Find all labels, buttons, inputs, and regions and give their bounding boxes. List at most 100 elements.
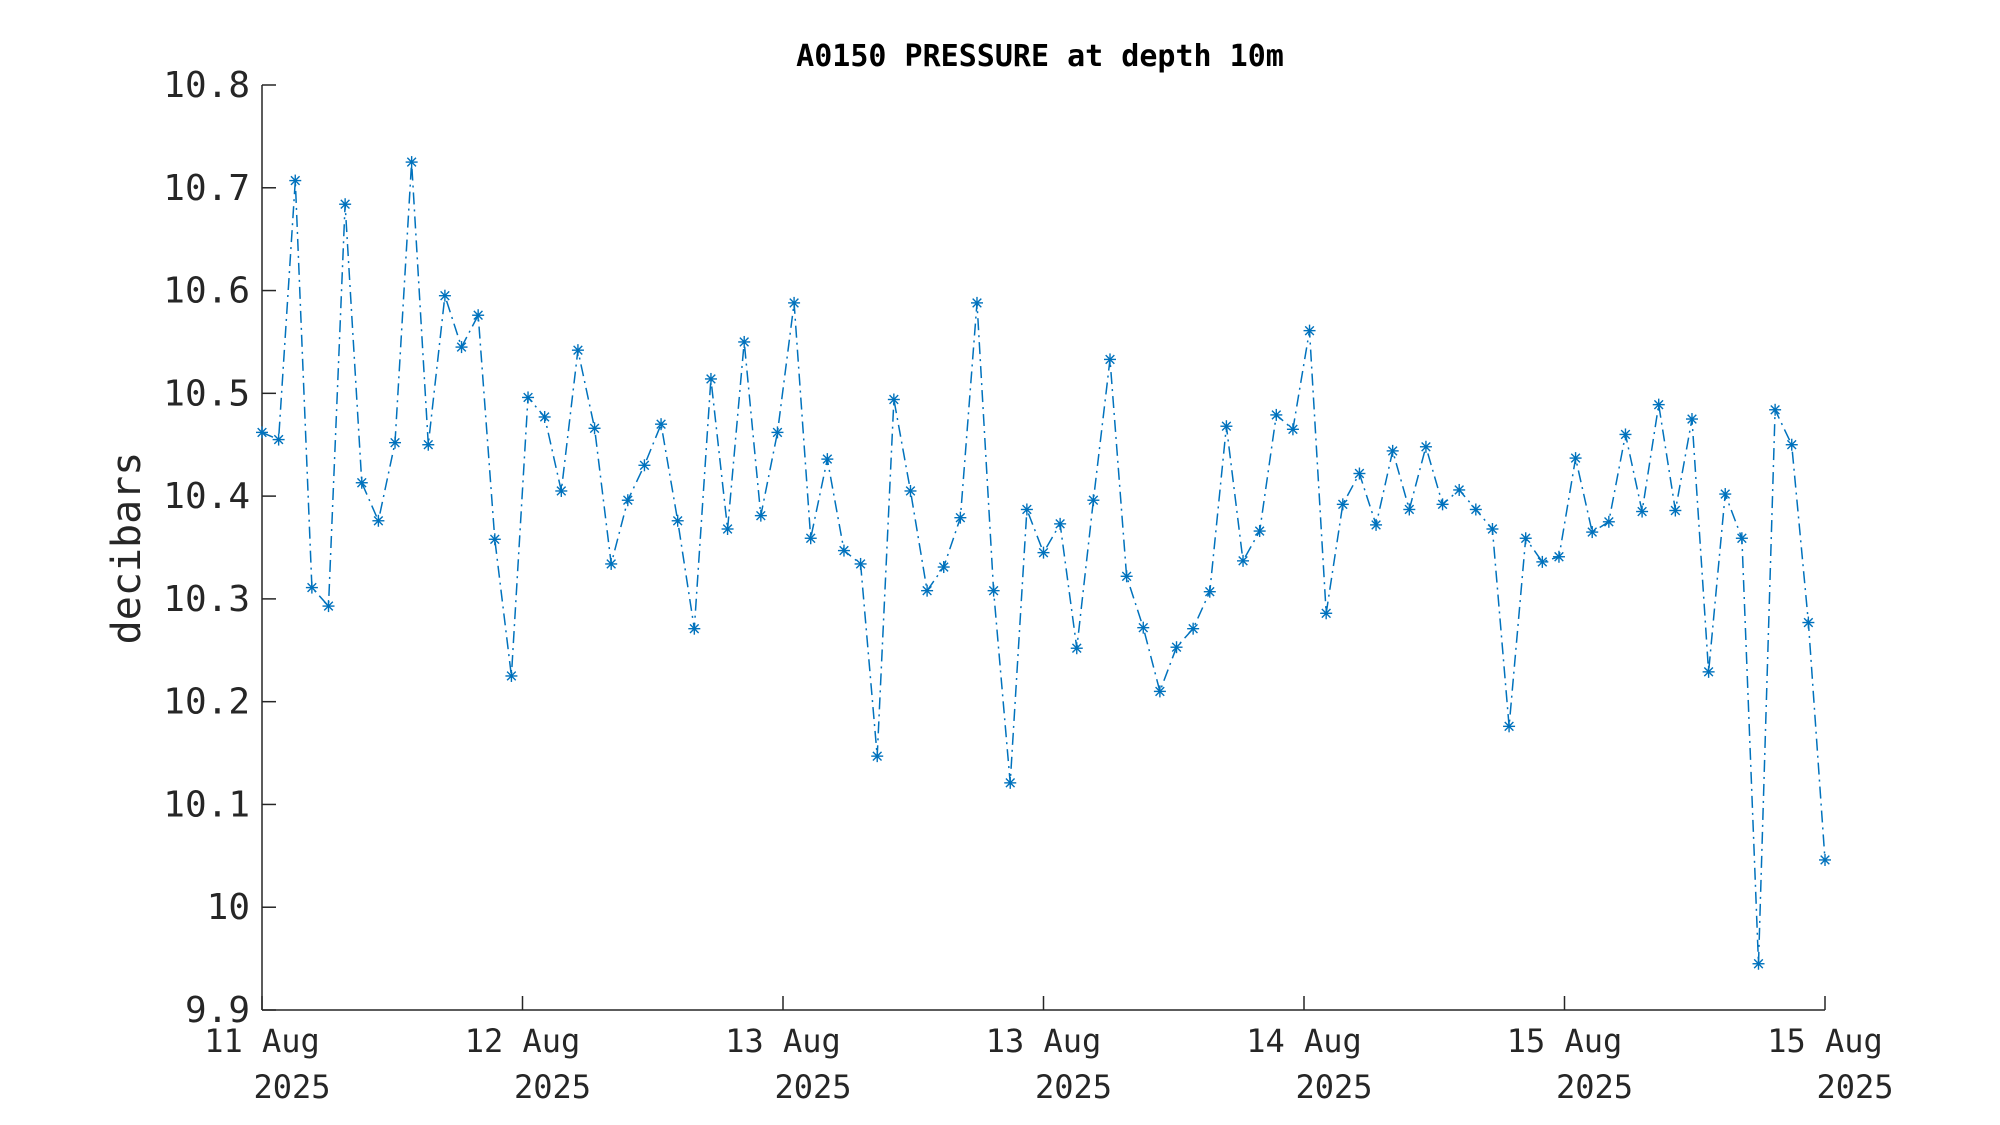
data-point <box>538 410 551 423</box>
data-point <box>804 532 817 545</box>
data-point <box>1652 398 1665 411</box>
data-point <box>1203 585 1216 598</box>
data-point <box>1636 505 1649 518</box>
data-point <box>621 494 634 507</box>
data-point <box>438 289 451 302</box>
data-point <box>1536 555 1549 568</box>
y-tick-label: 10.2 <box>163 682 250 723</box>
data-point <box>887 393 900 406</box>
data-point <box>754 509 767 522</box>
y-tick-label: 10.1 <box>163 784 250 825</box>
data-point <box>671 514 684 527</box>
data-point <box>1802 616 1815 629</box>
data-point <box>1586 526 1599 539</box>
data-point <box>305 581 318 594</box>
data-point <box>1719 488 1732 501</box>
y-tick-label: 10.3 <box>163 579 250 620</box>
data-point <box>1104 353 1117 366</box>
data-point <box>1386 444 1399 457</box>
data-point <box>1403 503 1416 516</box>
data-point <box>1037 546 1050 559</box>
data-point <box>1153 685 1166 698</box>
data-point <box>1419 440 1432 453</box>
data-point <box>655 418 668 431</box>
data-point <box>272 433 285 446</box>
data-point <box>605 557 618 570</box>
data-point <box>1137 621 1150 634</box>
data-point <box>1486 523 1499 535</box>
data-point <box>422 438 435 451</box>
data-point <box>1669 504 1682 517</box>
x-tick-year-label: 2025 <box>774 1068 851 1106</box>
data-point <box>721 523 734 535</box>
data-point <box>1120 570 1133 583</box>
data-point <box>1353 467 1366 480</box>
data-series <box>256 156 1831 970</box>
data-point <box>1220 420 1233 433</box>
data-point <box>1503 720 1516 733</box>
data-point <box>289 174 302 187</box>
data-point <box>954 511 967 524</box>
data-point <box>771 426 784 439</box>
x-tick-year-label: 2025 <box>1035 1068 1112 1106</box>
data-point <box>854 557 867 570</box>
data-point <box>1702 665 1715 678</box>
data-point <box>522 391 535 404</box>
x-axis-ticks: 11 Aug 2025 12 Aug 2025 13 Aug 2025 13 Aug 2025… <box>204 996 1894 1106</box>
x-tick-label: 15 Aug <box>1507 1022 1623 1060</box>
data-point <box>1320 607 1333 620</box>
data-point <box>1602 515 1615 528</box>
data-point <box>1785 438 1798 451</box>
data-point <box>555 484 568 497</box>
data-point <box>738 335 751 348</box>
x-tick-label: 14 Aug <box>1246 1022 1362 1060</box>
data-point <box>488 533 501 546</box>
y-tick-label: 9.9 <box>185 990 250 1031</box>
x-tick-label: 12 Aug <box>465 1022 581 1060</box>
series-line <box>261 162 1826 964</box>
y-tick-label: 10.6 <box>163 271 250 312</box>
data-point <box>970 296 983 309</box>
data-point <box>1303 324 1316 337</box>
x-tick-label: 11 Aug <box>204 1022 320 1060</box>
x-tick-label: 13 Aug <box>725 1022 841 1060</box>
data-point <box>355 476 368 489</box>
data-point <box>987 584 1000 597</box>
x-tick-label: 15 Aug <box>1767 1022 1883 1060</box>
data-point <box>339 198 352 211</box>
data-point <box>1004 776 1017 789</box>
data-point <box>1253 525 1266 538</box>
data-point <box>1569 452 1582 465</box>
chart-title: A0150 PRESSURE at depth 10m <box>796 39 1284 74</box>
data-point <box>505 669 518 682</box>
data-point <box>588 422 601 435</box>
y-axis-label: decibars <box>104 452 150 645</box>
y-tick-label: 10.8 <box>163 65 250 106</box>
data-point <box>837 544 850 557</box>
data-point <box>704 372 717 385</box>
data-point <box>1170 641 1183 654</box>
data-point <box>1453 483 1466 496</box>
data-point <box>1087 494 1100 507</box>
data-point <box>1819 853 1831 866</box>
y-tick-label: 10.5 <box>163 373 250 414</box>
y-axis-ticks: 9.9 10 10.1 10.2 10.3 10.4 10.5 10.6 10.7 10.8 <box>163 65 276 1031</box>
data-point <box>638 459 651 472</box>
data-point <box>1336 498 1349 511</box>
x-tick-year-label: 2025 <box>1816 1068 1893 1106</box>
x-tick-year-label: 2025 <box>1295 1068 1372 1106</box>
x-tick-year-label: 2025 <box>253 1068 330 1106</box>
data-point <box>1370 518 1383 531</box>
data-point <box>256 426 268 439</box>
data-point <box>1552 550 1565 563</box>
x-tick-year-label: 2025 <box>514 1068 591 1106</box>
data-point <box>1469 503 1482 516</box>
data-point <box>1519 532 1532 545</box>
data-point <box>921 584 934 597</box>
y-tick-label: 10 <box>207 887 250 928</box>
data-point <box>1054 517 1067 530</box>
data-point <box>1752 957 1765 970</box>
data-point <box>688 622 701 635</box>
data-point <box>937 561 950 574</box>
data-point <box>1685 413 1698 426</box>
